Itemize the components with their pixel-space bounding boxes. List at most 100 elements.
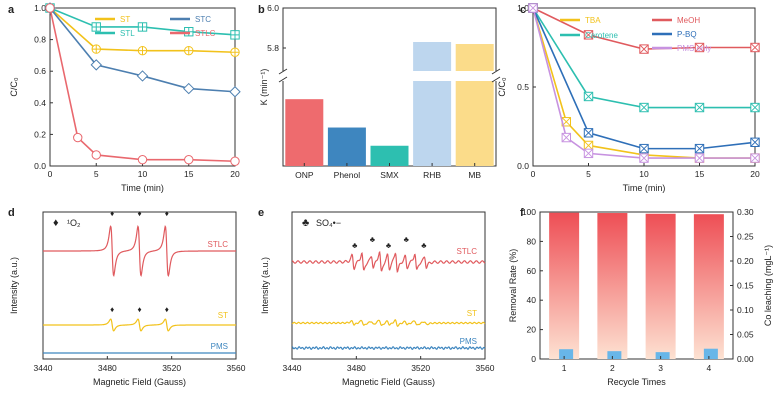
x-tick-label: 4: [707, 363, 712, 373]
legend-label: MeOH: [677, 16, 700, 25]
y-axis-label-right: Co leaching (mgL⁻¹): [763, 245, 773, 326]
legend-label: STLC: [195, 29, 216, 38]
x-tick-label: 3520: [411, 363, 430, 373]
series-line-pms-only: [532, 7, 755, 159]
data-point-cross: [639, 153, 649, 163]
spectrum-st: [43, 318, 236, 332]
y-tick-label: 100: [522, 207, 536, 217]
y-tick-label-right: 0.20: [737, 256, 754, 266]
series-line-carotene: [532, 7, 755, 109]
data-point-cross: [639, 103, 649, 113]
series-line-stlc: [49, 7, 236, 163]
y-tick-label: 1.0: [34, 3, 46, 13]
bar-onp: [285, 99, 324, 166]
data-point-cross: [750, 137, 760, 147]
y-tick-label: 0.5: [517, 82, 529, 92]
series-line-meoh: [532, 7, 755, 50]
peak-marker-singlet: ♦: [137, 305, 141, 314]
data-point: [184, 154, 194, 165]
y-tick-label: 60: [527, 266, 537, 276]
legend-label: STL: [120, 29, 135, 38]
series-label: PMS: [211, 342, 228, 351]
y-axis-label: K (min⁻¹): [259, 69, 269, 106]
x-tick-label: Phenol: [334, 170, 361, 180]
co-leaching-bar: [559, 349, 574, 359]
y-tick-label-right: 0.05: [737, 330, 754, 340]
bar-mb: [455, 44, 494, 166]
y-axis-label: Removal Rate (%): [508, 249, 518, 323]
plot-frame-c: [532, 7, 756, 167]
legend-label: ST: [120, 15, 130, 24]
x-tick-label: 3560: [227, 363, 246, 373]
data-point: [229, 86, 241, 98]
x-tick-label: 0: [531, 169, 536, 179]
x-tick-label: 3440: [34, 363, 53, 373]
y-tick-label: 0.2: [34, 129, 46, 139]
x-axis-label: Magnetic Field (Gauss): [342, 377, 435, 387]
data-point-cross: [230, 30, 240, 40]
x-tick-label: 15: [695, 169, 705, 179]
removal-rate-bar: [693, 214, 724, 359]
x-tick-label: RHB: [423, 170, 441, 180]
spectrum-st: [291, 318, 486, 328]
x-axis-label: Time (min): [121, 183, 164, 193]
x-tick-label: SMX: [380, 170, 399, 180]
x-axis-label: Time (min): [623, 183, 666, 193]
data-point-cross: [138, 22, 147, 32]
x-axis-label: Magnetic Field (Gauss): [93, 377, 186, 387]
data-point-cross: [230, 48, 240, 57]
x-tick-label: 1: [562, 363, 567, 373]
x-tick-label: 3480: [347, 363, 366, 373]
data-point-cross: [184, 27, 193, 36]
data-point: [230, 156, 240, 166]
y-tick-label: 0.6: [34, 66, 46, 76]
bar-rhb: [413, 42, 452, 166]
x-tick-label: 0: [48, 169, 53, 179]
data-point-cross: [528, 3, 538, 13]
panel-label-c: c: [520, 4, 526, 16]
y-tick-label: 0.0: [34, 161, 46, 171]
series-label: STLC: [208, 240, 229, 249]
data-point: [136, 70, 149, 82]
plot-frame-d: [42, 211, 237, 360]
data-point: [137, 154, 148, 165]
data-point-cross: [184, 46, 193, 55]
y-tick-label: 0.0: [517, 161, 529, 171]
y-tick-label: 1.0: [517, 3, 529, 13]
y-tick-label: 5.8: [267, 43, 279, 53]
peak-marker-sulfate: ♣: [404, 235, 410, 244]
co-leaching-bar: [703, 348, 718, 359]
spectrum-stlc: [291, 250, 486, 273]
data-point-cross: [92, 22, 101, 32]
data-point-cross: [583, 128, 594, 138]
x-axis-label: Recycle Times: [607, 377, 666, 387]
legend-label: ¹O₂: [67, 218, 81, 228]
legend-label: TBA: [585, 16, 601, 25]
panel-label-d: d: [8, 207, 15, 219]
y-tick-label-right: 0.25: [737, 232, 754, 242]
data-point: [183, 82, 195, 95]
bar-smx: [370, 145, 409, 166]
peak-marker-sulfate: ♣: [370, 235, 376, 244]
y-tick-label: 0.8: [34, 35, 46, 45]
y-tick-label: 6.0: [267, 3, 279, 13]
data-point: [91, 150, 101, 160]
plot-frame-e: [291, 211, 486, 360]
y-axis-label: Intensity (a.u.): [9, 257, 19, 314]
data-point-cross: [639, 144, 649, 154]
y-axis-label: C/C₀: [9, 77, 19, 96]
co-leaching-bar: [655, 352, 670, 359]
y-tick-label: 80: [527, 236, 537, 246]
data-point-cross: [583, 148, 594, 158]
data-point-cross: [694, 42, 705, 53]
panel-label-b: b: [258, 4, 265, 16]
axis-break-mark: [491, 68, 501, 83]
data-point-cross: [583, 91, 594, 101]
y-tick-label: 0: [531, 354, 536, 364]
data-point-cross: [561, 133, 571, 143]
peak-marker-singlet: ♦: [137, 209, 141, 218]
data-point-cross: [750, 42, 760, 53]
y-axis-label: Intensity (a.u.): [260, 257, 270, 314]
y-tick-label: 40: [527, 295, 537, 305]
